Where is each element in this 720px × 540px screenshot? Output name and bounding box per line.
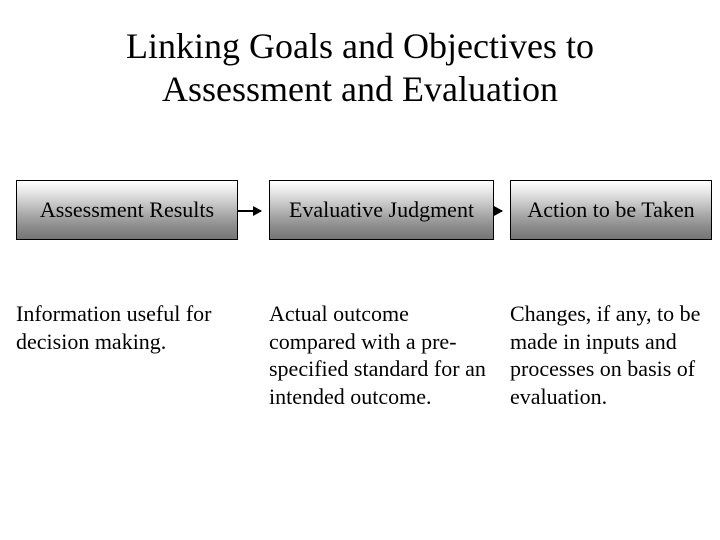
desc-action-to-be-taken: Changes, if any, to be made in inputs an… — [510, 300, 714, 410]
page-title: Linking Goals and Objectives to Assessme… — [0, 0, 720, 111]
title-line-2: Assessment and Evaluation — [162, 69, 558, 109]
flow-row: Assessment Results Evaluative Judgment A… — [0, 180, 720, 242]
arrow-icon — [494, 210, 502, 212]
flow-box-label: Evaluative Judgment — [289, 197, 474, 223]
flow-box-evaluative-judgment: Evaluative Judgment — [269, 180, 494, 240]
flow-box-label: Assessment Results — [40, 197, 214, 223]
arrow-icon — [238, 210, 261, 212]
flow-box-action-to-be-taken: Action to be Taken — [510, 180, 712, 240]
flow-box-label: Action to be Taken — [527, 197, 694, 223]
desc-evaluative-judgment: Actual outcome compared with a pre-speci… — [269, 300, 497, 410]
flow-box-assessment-results: Assessment Results — [16, 180, 238, 240]
desc-assessment-results: Information useful for decision making. — [16, 300, 241, 355]
title-line-1: Linking Goals and Objectives to — [126, 26, 594, 66]
